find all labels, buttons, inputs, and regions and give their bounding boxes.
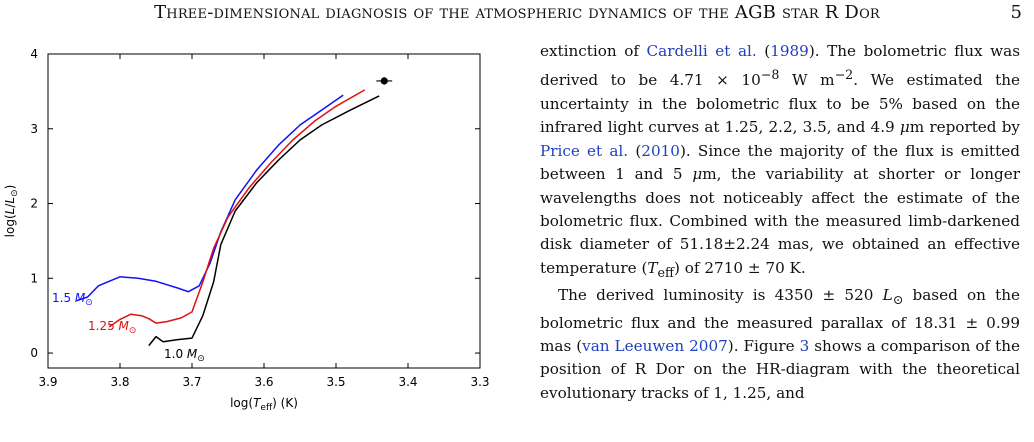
- citation-cardelli[interactable]: Cardelli et al.: [646, 42, 757, 60]
- x-tick-label: 3.6: [254, 375, 273, 389]
- hr-diagram-figure: 3.9 3.8 3.7 3.6 3.5 3.4 3.3 0 1 2 3 4 log(Teff) (K)…: [0, 40, 510, 440]
- evolution-track-1: [108, 89, 366, 328]
- track-label-1-0: 1.0 M⊙: [164, 347, 205, 364]
- x-tick-label: 3.9: [38, 375, 57, 389]
- x-axis-label: log(Teff) (K): [230, 396, 298, 413]
- track-label-1-5: 1.5 M⊙: [52, 291, 93, 308]
- evolution-track-0: [76, 94, 344, 302]
- paragraph-1: extinction of Cardelli et al. (1989). Th…: [540, 42, 1021, 280]
- track-label-1-25: 1.25 M⊙: [88, 319, 136, 336]
- y-tick-label: 0: [30, 346, 38, 360]
- running-head: Three-dimensional diagnosis of the atmos…: [0, 2, 1034, 30]
- y-tick-label: 1: [30, 271, 38, 285]
- citation-cardelli-year[interactable]: 1989: [770, 42, 809, 60]
- x-tick-label: 3.4: [398, 375, 417, 389]
- x-tick-label: 3.8: [110, 375, 129, 389]
- x-tick-label: 3.7: [182, 375, 201, 389]
- page-number: 5: [1010, 2, 1022, 23]
- y-tick-label: 3: [30, 122, 38, 136]
- hr-diagram-svg: 3.9 3.8 3.7 3.6 3.5 3.4 3.3 0 1 2 3 4 log(Teff) (K)…: [3, 47, 490, 413]
- x-tick-label: 3.3: [470, 375, 489, 389]
- citation-price[interactable]: Price et al.: [540, 141, 629, 160]
- running-title: Three-dimensional diagnosis of the atmos…: [154, 2, 880, 23]
- figure-ref-3[interactable]: 3: [799, 337, 810, 355]
- r-dor-point: [380, 77, 388, 85]
- y-tick-label: 2: [30, 197, 38, 211]
- citation-price-year[interactable]: 2010: [641, 141, 680, 160]
- x-tick-label: 3.5: [326, 375, 345, 389]
- evolution-track-2: [148, 95, 380, 347]
- y-axis-label: log(L/L⊙): [3, 185, 20, 238]
- y-tick-label: 4: [30, 47, 38, 61]
- paragraph-2: The derived luminosity is 4350 ± 520 L⊙ …: [540, 286, 1020, 402]
- body-text: extinction of Cardelli et al. (1989). Th…: [540, 40, 1020, 405]
- citation-van-leeuwen[interactable]: van Leeuwen 2007: [582, 337, 728, 355]
